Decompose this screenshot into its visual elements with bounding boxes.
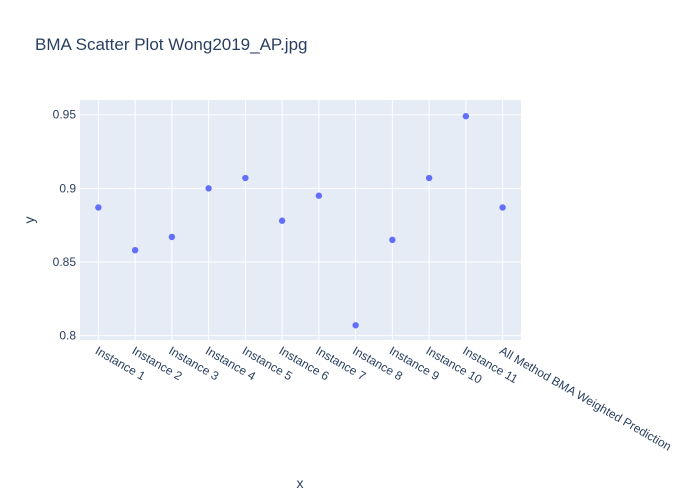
y-tick-label: 0.9: [59, 181, 76, 195]
y-tick-label: 0.8: [59, 329, 76, 343]
x-axis-title: x: [297, 475, 304, 491]
data-point[interactable]: [425, 174, 433, 182]
data-point[interactable]: [205, 185, 212, 192]
y-tick-label: 0.85: [53, 255, 77, 269]
data-point[interactable]: [462, 112, 470, 120]
data-point[interactable]: [168, 233, 176, 241]
plot-area: [80, 100, 521, 340]
y-axis-title: y: [21, 217, 37, 224]
y-tick-labels: 0.8 0.85 0.9 0.95: [53, 108, 77, 343]
y-gridlines: [80, 114, 521, 337]
data-point[interactable]: [278, 217, 286, 224]
data-point[interactable]: [499, 204, 506, 211]
data-point[interactable]: [315, 192, 323, 199]
data-point[interactable]: [131, 246, 139, 254]
data-point[interactable]: [389, 236, 396, 244]
y-tick-label: 0.95: [53, 108, 77, 122]
data-point[interactable]: [95, 204, 102, 211]
x-tick-label: All Method BMA Weighted Prediction: [497, 343, 674, 453]
chart-title: BMA Scatter Plot Wong2019_AP.jpg: [35, 35, 308, 54]
data-point[interactable]: [352, 322, 359, 329]
data-points: [95, 112, 506, 329]
data-point[interactable]: [242, 174, 249, 182]
